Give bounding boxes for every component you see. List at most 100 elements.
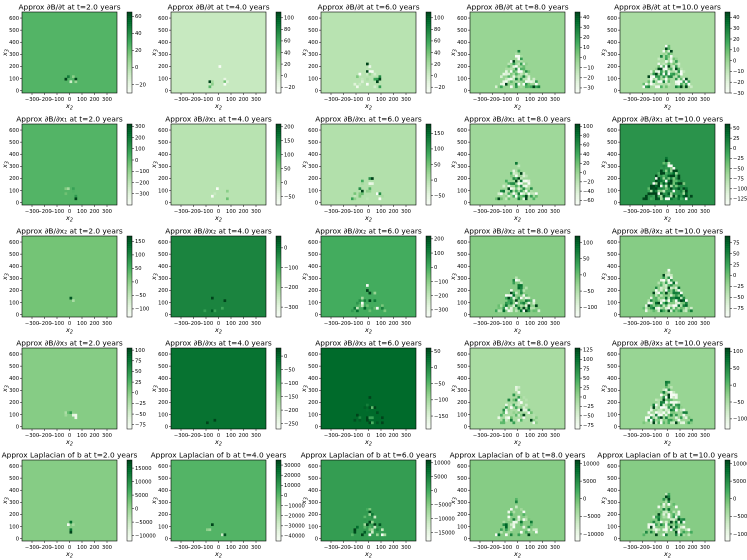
heatmap-background — [22, 12, 117, 93]
heatmap-cell — [356, 525, 359, 529]
colorbar-segment — [127, 526, 132, 530]
colorbar-segment — [725, 292, 730, 296]
heatmap-cell — [520, 301, 523, 305]
colorbar-segment — [725, 362, 730, 365]
heatmap-cell — [221, 533, 224, 537]
heatmap-cell — [677, 528, 681, 532]
heatmap-cell — [672, 65, 676, 68]
colorbar-segment — [426, 398, 431, 401]
heatmap-cell — [497, 309, 501, 313]
colorbar-segment — [127, 404, 132, 408]
colorbar-segment — [276, 380, 281, 383]
colorbar-segment — [426, 296, 431, 300]
heatmap-cell — [510, 418, 513, 422]
y-tick-label: 400 — [158, 488, 168, 494]
y-tick-label: 100 — [607, 524, 617, 530]
heatmap-cell — [670, 281, 673, 285]
heatmap-cell — [507, 515, 511, 519]
heatmap-cell — [660, 393, 663, 397]
heatmap-cell — [507, 296, 511, 300]
x-tick-label: −100 — [50, 97, 64, 103]
heatmap-panel-dbdt-3: Approx ∂B/∂t at t=6.0 years−300−200−100 0… — [300, 3, 445, 112]
y-tick-label: 600 — [158, 16, 168, 22]
x-tick-label: −300 — [25, 321, 39, 327]
heatmap-cell — [515, 82, 518, 86]
heatmap-cell — [517, 403, 521, 407]
colorbar-segment — [725, 392, 730, 395]
heatmap-cell — [655, 515, 658, 519]
x-tick-label: 300 — [102, 209, 112, 215]
colorbar-segment — [276, 520, 281, 524]
colorbar-tick-label: 0 — [733, 497, 736, 503]
heatmap-cell — [351, 533, 354, 537]
colorbar-segment — [426, 140, 431, 143]
colorbar-segment — [725, 240, 730, 243]
heatmap-cell — [662, 164, 666, 168]
y-tick-label: 400 — [457, 488, 467, 494]
y-tick-label: 500 — [308, 476, 318, 482]
colorbar-segment — [127, 492, 132, 495]
colorbar-segment — [725, 466, 730, 469]
heatmap-cell — [378, 192, 382, 196]
colorbar-segment — [276, 468, 281, 471]
colorbar-segment — [725, 164, 730, 167]
colorbar-segment — [276, 24, 281, 27]
colorbar-segment — [725, 84, 730, 88]
heatmap-cell — [505, 72, 508, 76]
colorbar-segment — [725, 348, 730, 351]
colorbar-segment — [725, 248, 730, 251]
heatmap-cell — [502, 304, 506, 308]
heatmap-cell — [510, 296, 513, 300]
y-tick-label: 500 — [158, 476, 168, 482]
heatmap-cell — [517, 177, 521, 180]
heatmap-cell — [667, 192, 671, 196]
heatmap-cell — [361, 533, 364, 537]
heatmap-cell — [512, 528, 516, 532]
heatmap-cell — [515, 294, 518, 297]
heatmap-cell — [665, 184, 668, 188]
heatmap-cell — [525, 85, 528, 89]
colorbar-segment — [276, 236, 281, 239]
colorbar-segment — [426, 378, 431, 381]
heatmap-cell — [680, 67, 683, 71]
heatmap-cell — [517, 169, 521, 173]
y-tick-label: 300 — [9, 388, 19, 394]
heatmap-cell — [665, 286, 668, 290]
colorbar-segment — [127, 240, 132, 243]
heatmap-cell — [517, 306, 521, 310]
colorbar-segment — [276, 412, 281, 416]
heatmap-cell — [677, 301, 681, 305]
colorbar-segment — [276, 400, 281, 403]
colorbar-segment — [276, 276, 281, 279]
colorbar-segment — [127, 370, 132, 373]
heatmap-cell — [512, 510, 516, 514]
heatmap-cell — [652, 520, 656, 524]
heatmap-cell — [662, 65, 666, 68]
heatmap-cell — [361, 77, 364, 81]
colorbar-segment — [426, 124, 431, 127]
colorbar-segment — [127, 522, 132, 526]
colorbar-segment — [575, 296, 580, 300]
heatmap-cell — [670, 306, 673, 310]
x-tick-label: 100 — [226, 545, 236, 551]
heatmap-cell — [378, 75, 382, 79]
colorbar-segment — [725, 32, 730, 35]
colorbar-segment — [725, 236, 730, 239]
colorbar-tick-label: 20 — [135, 48, 142, 54]
heatmap-cell — [371, 515, 374, 519]
heatmap-cell — [660, 503, 663, 506]
colorbar-segment — [276, 392, 281, 395]
y-tick-label: 600 — [9, 464, 19, 470]
colorbar-segment — [725, 352, 730, 355]
heatmap-cell — [505, 294, 508, 297]
colorbar-segment — [575, 32, 580, 35]
colorbar-segment — [575, 34, 580, 37]
colorbar-segment — [725, 532, 730, 536]
colorbar-segment — [426, 504, 431, 507]
heatmap-cell — [522, 294, 526, 297]
colorbar-segment — [575, 246, 580, 249]
heatmap-cell — [378, 77, 382, 81]
colorbar-segment — [725, 124, 730, 127]
heatmap-cell — [660, 177, 663, 180]
